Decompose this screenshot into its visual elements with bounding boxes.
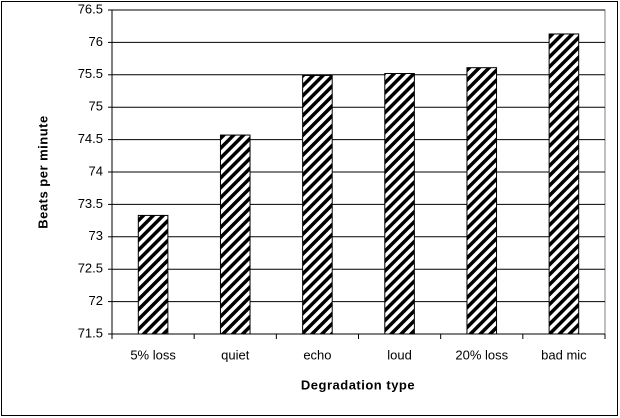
y-tick-label: 72.5 [78,261,103,276]
bar [219,134,251,335]
y-tick-label: 73.5 [78,196,103,211]
x-tick-label: loud [387,347,412,362]
x-tick-label: quiet [221,347,250,362]
y-tick-label: 74.5 [78,131,103,146]
y-tick-label: 76.5 [78,1,103,16]
bar [466,67,498,335]
x-tick-label: bad mic [541,347,587,362]
bar [302,74,333,335]
x-axis-title: Degradation type [301,377,415,392]
x-tick-label: 20% loss [455,347,508,362]
x-tick-label: echo [303,347,331,362]
y-axis-title: Beats per minute [35,115,50,228]
bar [137,214,169,335]
y-tick-label: 75.5 [78,66,103,81]
y-tick-label: 73 [89,228,103,243]
y-tick-label: 71.5 [78,325,103,340]
bar [384,73,415,335]
y-tick-label: 72 [89,293,103,308]
y-tick-label: 76 [89,34,103,49]
bar [548,33,580,335]
x-tick-label: 5% loss [130,347,176,362]
y-tick-label: 74 [89,163,103,178]
y-tick-label: 75 [89,99,103,114]
